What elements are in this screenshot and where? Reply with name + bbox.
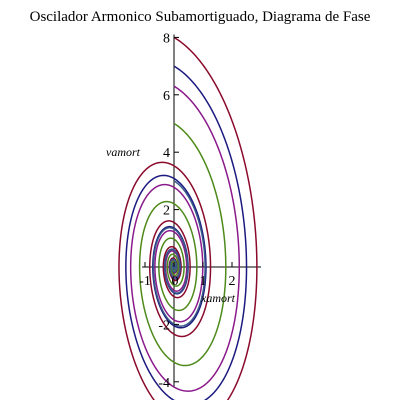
x-axis-label: xamort (200, 291, 236, 305)
x-tick-label: 1 (200, 274, 207, 289)
axes (142, 34, 261, 388)
y-tick-label: 4 (163, 146, 170, 161)
y-tick-label: -4 (158, 376, 170, 391)
x-tick-label: -1 (139, 274, 151, 289)
phase-curves (118, 36, 258, 400)
y-tick-label: 6 (163, 89, 170, 104)
y-axis-label: vamort (106, 145, 141, 159)
y-tick-label: -2 (158, 318, 170, 333)
x-tick-label: 2 (229, 274, 236, 289)
chart-title: Oscilador Armonico Subamortiguado, Diagr… (30, 9, 371, 25)
y-tick-label: 8 (163, 31, 170, 46)
axis-ticks: -1 0 1 2 -4 -2 2 4 6 8 (139, 31, 235, 390)
y-tick-label: 2 (163, 204, 170, 219)
x-tick-label: 0 (172, 274, 179, 289)
